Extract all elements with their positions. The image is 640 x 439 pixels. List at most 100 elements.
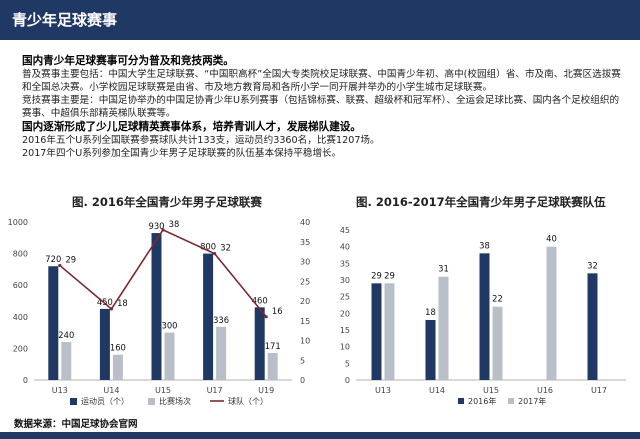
chart-2016-2017-teams: 0 5 10 15 20 25 30 35 40 45 U13 29 29 U14 18 31 U15 38 22 U… [340, 226, 626, 406]
bar-U19-matches [267, 352, 278, 380]
data-label-teams-U19: 16 [272, 306, 283, 316]
data-label-teams-U13: 29 [65, 254, 76, 264]
data-label-U15-2016: 38 [479, 240, 490, 250]
data-label-U16-2017: 40 [546, 234, 557, 244]
legend-label-2017: 2017年 [518, 396, 546, 406]
data-label-U15-athletes: 930 [149, 221, 165, 231]
y-tick-label-5: 5 [345, 359, 350, 368]
y2-tick-label-5: 5 [300, 356, 305, 365]
series-line-teams [59, 228, 267, 318]
data-label-U14-athletes: 450 [97, 297, 113, 307]
bar-U17-athletes [203, 253, 214, 380]
point-teams-U14 [109, 307, 113, 311]
bar-U17-2016 [587, 273, 598, 380]
point-teams-U13 [58, 263, 62, 268]
data-label-U19-athletes: 460 [252, 295, 268, 305]
y2-tick-label-30: 30 [300, 258, 310, 267]
x-tick-label-U15: U15 [483, 386, 499, 395]
legend-label-athletes: 运动员（个） [81, 396, 129, 406]
intro-paragraph-3: 2016年五个U系列全国联赛参赛球队共计133支，运动员约3360名，比赛120… [22, 135, 380, 146]
y2-tick-label-40: 40 [300, 218, 310, 227]
bar-U17-matches [216, 326, 227, 380]
y-tick-label-400: 400 [13, 313, 28, 322]
bar-U14-2017 [438, 276, 449, 380]
y-tick-label-25: 25 [340, 293, 350, 302]
intro-paragraph-1: 普及赛事主要包括：中国大学生足球联赛、“中国职高杯”全国大专类院校足球联赛、中国… [22, 69, 621, 93]
point-teams-U17 [213, 252, 217, 256]
bar-U13-athletes [48, 266, 59, 380]
data-label-U17-athletes: 800 [200, 242, 216, 252]
bar-U14-2016 [425, 320, 436, 380]
data-label-U13-athletes: 720 [45, 254, 61, 264]
bar-U15-2016 [479, 253, 490, 380]
chart-title-left: 图. 2016年全国青少年男子足球联赛 [72, 195, 262, 209]
intro-lead-2: 国内逐渐形成了少儿足球精英赛事体系，培养青训人才，发展梯队建设。 [22, 121, 361, 133]
y-tick-label-0: 0 [23, 376, 28, 385]
y-tick-label-45: 45 [340, 226, 350, 235]
intro-paragraph-2: 竞技赛事主要是：中国足协举办的中国足协青少年U系列赛事（包括锦标赛、联赛、超级杯… [22, 95, 620, 119]
x-tick-label-U13: U13 [52, 386, 68, 395]
page-title: 青少年足球赛事 [12, 11, 118, 29]
y-tick-label-0: 0 [345, 376, 350, 385]
data-label-U17-2016: 32 [587, 260, 598, 270]
y-tick-label-800: 800 [13, 250, 28, 259]
bar-U13-2016 [371, 283, 382, 380]
data-label-teams-U15: 38 [169, 219, 180, 229]
data-label-teams-U17: 32 [220, 243, 231, 253]
data-label-U17-matches: 336 [213, 315, 229, 325]
intro-paragraph-4: 2017年四个U系列参加全国青少年男子足球联赛的队伍基本保持平稳增长。 [22, 148, 342, 159]
data-label-teams-U14: 18 [117, 298, 128, 308]
bar-U15-athletes [151, 233, 162, 380]
data-label-U15-2017: 22 [492, 294, 503, 304]
data-label-U15-matches: 300 [162, 321, 178, 331]
x-tick-label-U14: U14 [103, 386, 119, 395]
legend-swatch-2016 [458, 398, 464, 404]
intro-text: 国内青少年足球赛事可分为普及和竞技两类。 普及赛事主要包括：中国大学生足球联赛、… [22, 54, 622, 160]
bar-U19-athletes [254, 307, 265, 380]
x-tick-label-U15: U15 [155, 386, 171, 395]
x-tick-label-U19: U19 [258, 386, 274, 395]
y-tick-label-200: 200 [13, 344, 28, 353]
y2-tick-label-10: 10 [300, 337, 310, 346]
y-tick-label-15: 15 [340, 326, 350, 335]
y2-tick-label-20: 20 [300, 297, 310, 306]
legend-swatch-athletes [70, 398, 77, 405]
y-tick-label-600: 600 [13, 281, 28, 290]
y2-tick-label-15: 15 [300, 317, 310, 326]
data-label-U14-matches: 160 [110, 343, 126, 353]
x-tick-label-U17: U17 [591, 386, 607, 395]
x-tick-label-U16: U16 [537, 386, 553, 395]
y-tick-label-10: 10 [340, 343, 350, 352]
bar-U16-2017 [546, 246, 557, 380]
y2-tick-label-25: 25 [300, 277, 310, 286]
y-tick-label-30: 30 [340, 276, 350, 285]
legend-label-2016: 2016年 [468, 396, 496, 406]
y2-tick-label-35: 35 [300, 238, 310, 247]
source-note: 数据来源：中国足球协会官网 [14, 419, 138, 430]
data-label-U13-2017: 29 [384, 270, 395, 280]
bar-U15-2017 [492, 306, 503, 380]
data-label-U19-matches: 171 [265, 341, 281, 351]
x-tick-label-U14: U14 [429, 386, 445, 395]
y-tick-label-35: 35 [340, 259, 350, 268]
y-tick-label-40: 40 [340, 243, 350, 252]
x-tick-label-U17: U17 [207, 386, 223, 395]
legend-swatch-matches [148, 398, 155, 405]
data-label-U13-2016: 29 [371, 270, 382, 280]
y-tick-label-20: 20 [340, 309, 350, 318]
footer-bar [0, 432, 640, 439]
bar-U15-matches [164, 332, 175, 380]
data-label-U13-matches: 240 [58, 330, 74, 340]
legend-label-matches: 比赛场次 [159, 396, 191, 406]
legend-label-teams: 球队（个） [228, 396, 268, 406]
x-tick-label-U13: U13 [375, 386, 391, 395]
data-label-U14-2016: 18 [425, 307, 436, 317]
y-tick-label-1000: 1000 [8, 218, 28, 227]
y2-tick-label-0: 0 [300, 376, 305, 385]
legend-swatch-2017 [508, 398, 514, 404]
bar-U14-matches [112, 354, 123, 380]
chart-2016-league: 0 200 400 600 800 1000 0 5 10 15 20 25 30 35 40 U13 720 2… [8, 218, 311, 406]
bar-U14-athletes [99, 308, 110, 380]
point-teams-U19 [264, 315, 268, 319]
point-teams-U15 [161, 228, 165, 232]
